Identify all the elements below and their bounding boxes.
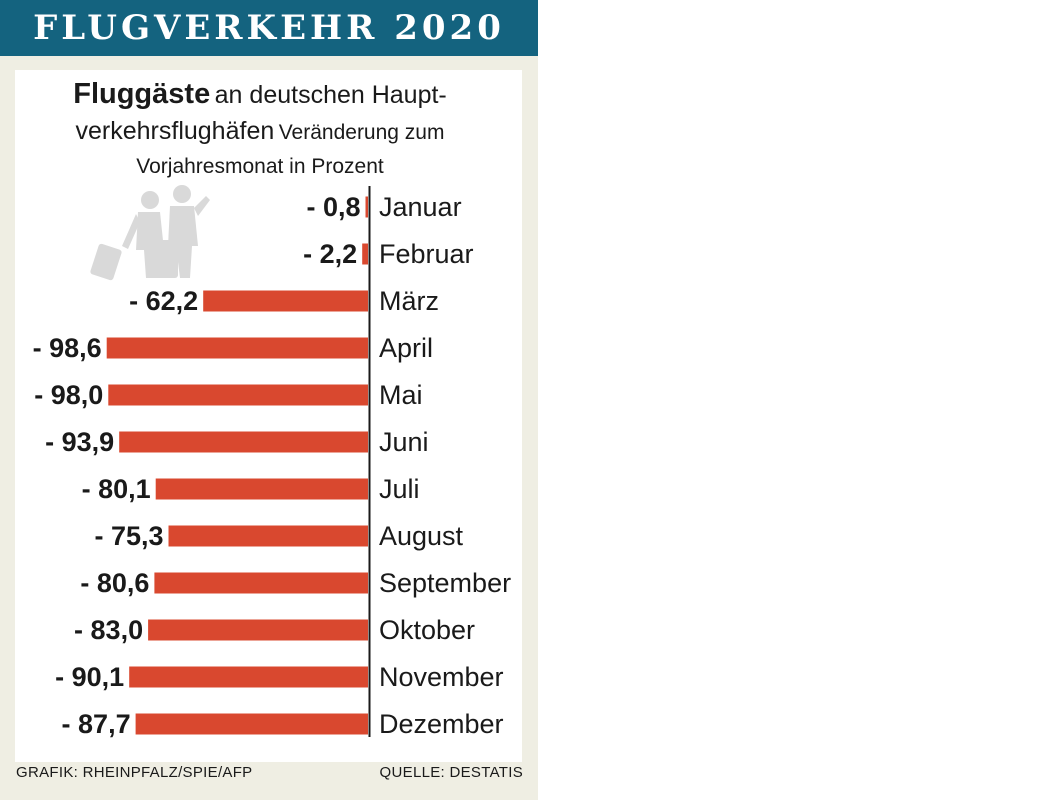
chart-title: Fluggäste an deutschen Haupt- verkehrsfl…: [30, 78, 490, 185]
bar-februar: [362, 243, 368, 265]
value-label: - 2,2: [303, 239, 357, 269]
title-line2-small: Veränderung zum: [278, 121, 445, 144]
infographic: FLUGVERKEHR 2020 Fluggäste an deutschen …: [0, 0, 538, 800]
bar-juni: [119, 431, 368, 453]
bars-group: [106, 196, 369, 735]
category-label: August: [379, 521, 464, 551]
travellers-with-luggage-icon: [90, 185, 210, 281]
bar-september: [154, 572, 368, 594]
category-label: Februar: [379, 239, 474, 269]
value-label: - 75,3: [94, 521, 163, 551]
bar-märz: [203, 290, 368, 312]
footer-source: QUELLE: DESTATIS: [379, 764, 523, 781]
bar-chart: - 0,8 - 2,2 - 62,2 - 98,6 - 98,0 - 93,9 - 80,1…: [33, 185, 511, 739]
category-label: Oktober: [379, 615, 475, 645]
title-line-2: verkehrsflughäfen Veränderung zum: [30, 115, 490, 151]
value-label: - 83,0: [74, 615, 143, 645]
category-label: Mai: [379, 380, 423, 410]
title-line-3: Vorjahresmonat in Prozent: [30, 151, 490, 185]
bar-april: [106, 337, 368, 359]
bar-juli: [155, 478, 368, 500]
title-line1-text: an deutschen Haupt-: [214, 81, 447, 109]
title-line2-big: verkehrsflughäfen: [75, 117, 275, 145]
value-labels-group: - 0,8 - 2,2 - 62,2 - 98,6 - 98,0 - 93,9 - 80,1…: [33, 192, 361, 739]
value-label: - 93,9: [45, 427, 114, 457]
category-label: September: [379, 568, 511, 598]
bar-november: [129, 666, 368, 688]
category-label: Juni: [379, 427, 429, 457]
title-line-1: Fluggäste an deutschen Haupt-: [30, 78, 490, 115]
value-label: - 98,6: [33, 333, 102, 363]
bar-januar: [365, 196, 368, 218]
category-label: April: [379, 333, 433, 363]
footer-credit: GRAFIK: RHEINPFALZ/SPIE/AFP: [16, 764, 253, 781]
value-label: - 62,2: [129, 286, 198, 316]
category-labels-group: Januar Februar März April Mai Juni Juli August S…: [379, 192, 511, 739]
title-bold: Fluggäste: [73, 78, 211, 110]
value-label: - 90,1: [55, 662, 124, 692]
header-title: FLUGVERKEHR 2020: [0, 0, 538, 56]
value-label: - 87,7: [62, 709, 131, 739]
chart-panel: [15, 70, 522, 762]
bar-august: [168, 525, 368, 547]
category-label: März: [379, 286, 439, 316]
value-label: - 0,8: [306, 192, 360, 222]
category-label: Dezember: [379, 709, 504, 739]
bar-oktober: [148, 619, 368, 641]
category-label: November: [379, 662, 504, 692]
category-label: Juli: [379, 474, 420, 504]
value-label: - 98,0: [34, 380, 103, 410]
category-label: Januar: [379, 192, 462, 222]
value-label: - 80,1: [82, 474, 151, 504]
title-line3: Vorjahresmonat in Prozent: [136, 155, 384, 178]
bar-mai: [108, 384, 369, 406]
bar-dezember: [135, 713, 368, 735]
value-label: - 80,6: [80, 568, 149, 598]
